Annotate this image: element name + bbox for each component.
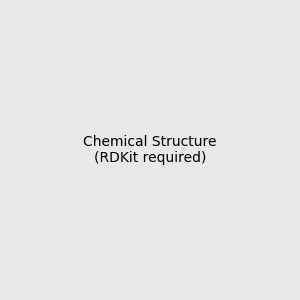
Text: Chemical Structure
(RDKit required): Chemical Structure (RDKit required) [83,135,217,165]
